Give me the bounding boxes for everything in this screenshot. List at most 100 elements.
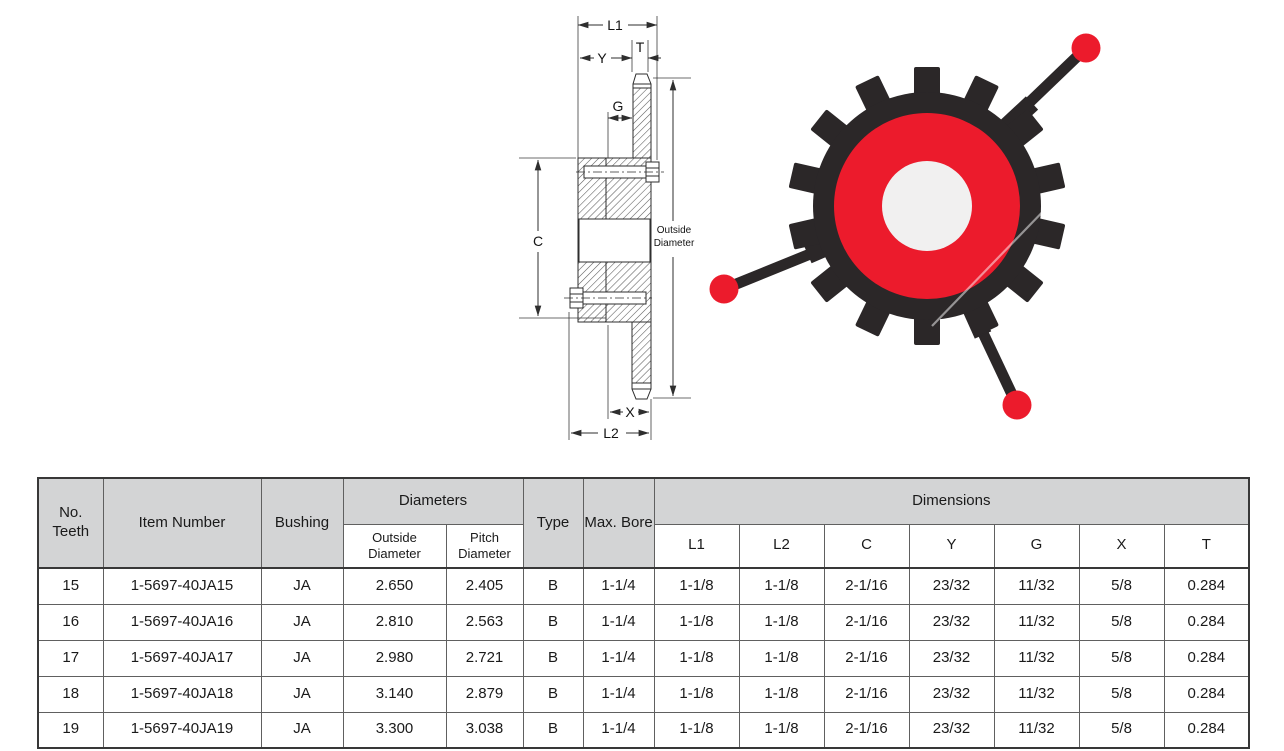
- cell-t: 0.284: [1163, 603, 1250, 641]
- dim-x: X: [609, 404, 650, 420]
- header-row-subcolumns: Outside Diameter Pitch Diameter L1 L2 C …: [38, 523, 1250, 569]
- col-header-t: T: [1163, 523, 1250, 569]
- cell-no-teeth: 17: [37, 639, 104, 677]
- handle-balls: [709, 33, 1101, 420]
- cell-type: B: [522, 567, 584, 605]
- cell-y: 23/32: [908, 567, 995, 605]
- cell-max-bore: 1-1/4: [582, 603, 655, 641]
- dim-label-outside: Outside: [657, 225, 692, 236]
- gear-bore: [882, 161, 972, 251]
- col-header-outside-diameter: Outside Diameter: [342, 523, 447, 569]
- cell-item-number: 1-5697-40JA19: [102, 711, 262, 749]
- cell-l1: 1-1/8: [653, 675, 740, 713]
- cell-l2: 1-1/8: [738, 639, 825, 677]
- cell-outside-diameter: 2.980: [342, 639, 447, 677]
- cell-no-teeth: 19: [37, 711, 104, 749]
- cell-bushing: JA: [260, 675, 344, 713]
- col-header-max-bore: Max. Bore: [582, 477, 655, 569]
- cell-g: 11/32: [993, 603, 1080, 641]
- cell-bushing: JA: [260, 603, 344, 641]
- cell-outside-diameter: 2.810: [342, 603, 447, 641]
- col-header-c: C: [823, 523, 910, 569]
- group-header-dimensions: Dimensions: [653, 477, 1250, 525]
- header-row-groups: No. Teeth Item Number Bushing Diameters …: [37, 477, 1250, 569]
- table-row: 18 1-5697-40JA18 JA 3.140 2.879 B 1-1/4 …: [37, 675, 1250, 713]
- cell-item-number: 1-5697-40JA15: [102, 567, 262, 605]
- cell-l1: 1-1/8: [653, 711, 740, 749]
- cell-l2: 1-1/8: [738, 711, 825, 749]
- col-header-x: X: [1078, 523, 1165, 569]
- dim-c: C: [533, 159, 543, 317]
- cell-x: 5/8: [1078, 603, 1165, 641]
- dim-y: Y: [579, 50, 633, 66]
- cell-no-teeth: 15: [37, 567, 104, 605]
- cell-pitch-diameter: 2.879: [445, 675, 524, 713]
- cell-type: B: [522, 603, 584, 641]
- cell-outside-diameter: 3.140: [342, 675, 447, 713]
- cell-l1: 1-1/8: [653, 639, 740, 677]
- spec-table: No. Teeth Item Number Bushing Diameters …: [37, 477, 1251, 749]
- cell-pitch-diameter: 3.038: [445, 711, 524, 749]
- cell-bushing: JA: [260, 711, 344, 749]
- cell-l2: 1-1/8: [738, 603, 825, 641]
- cell-type: B: [522, 639, 584, 677]
- cell-t: 0.284: [1163, 711, 1250, 749]
- table-row: 15 1-5697-40JA15 JA 2.650 2.405 B 1-1/4 …: [37, 567, 1250, 605]
- sprocket-product-image: [709, 33, 1101, 420]
- col-header-pitch-diameter: Pitch Diameter: [445, 523, 524, 569]
- cell-t: 0.284: [1163, 639, 1250, 677]
- dim-label-l2: L2: [603, 425, 619, 441]
- dim-label-t: T: [636, 39, 645, 55]
- cell-item-number: 1-5697-40JA16: [102, 603, 262, 641]
- top-tooth-tip: [632, 73, 652, 89]
- cell-no-teeth: 16: [37, 603, 104, 641]
- setscrew-bottom: [564, 287, 652, 309]
- cell-y: 23/32: [908, 711, 995, 749]
- bore-band: [578, 218, 651, 263]
- cell-outside-diameter: 3.300: [342, 711, 447, 749]
- cell-pitch-diameter: 2.563: [445, 603, 524, 641]
- col-header-no-teeth: No. Teeth: [37, 477, 104, 569]
- cell-g: 11/32: [993, 639, 1080, 677]
- cell-l2: 1-1/8: [738, 567, 825, 605]
- cell-max-bore: 1-1/4: [582, 711, 655, 749]
- cell-x: 5/8: [1078, 567, 1165, 605]
- cell-x: 5/8: [1078, 675, 1165, 713]
- bottom-tooth-tip: [631, 382, 652, 400]
- cell-y: 23/32: [908, 639, 995, 677]
- dim-label-y: Y: [597, 50, 607, 66]
- dim-t: T: [636, 39, 661, 62]
- cell-item-number: 1-5697-40JA18: [102, 675, 262, 713]
- table-row: 17 1-5697-40JA17 JA 2.980 2.721 B 1-1/4 …: [37, 639, 1250, 677]
- cell-g: 11/32: [993, 711, 1080, 749]
- col-header-bushing: Bushing: [260, 477, 344, 569]
- dim-label-diameter: Diameter: [654, 238, 695, 249]
- col-header-l2: L2: [738, 523, 825, 569]
- cell-y: 23/32: [908, 603, 995, 641]
- dim-l1: L1: [577, 17, 658, 33]
- sprocket-cross-section-drawing: L1 Y T G C Outside Diamete: [519, 16, 695, 441]
- cell-t: 0.284: [1163, 567, 1250, 605]
- cell-l1: 1-1/8: [653, 603, 740, 641]
- cell-outside-diameter: 2.650: [342, 567, 447, 605]
- dim-g: G: [607, 98, 633, 122]
- dim-l2: L2: [570, 425, 650, 441]
- cell-item-number: 1-5697-40JA17: [102, 639, 262, 677]
- dim-label-c: C: [533, 233, 543, 249]
- cell-bushing: JA: [260, 639, 344, 677]
- col-header-type: Type: [522, 477, 584, 569]
- cell-pitch-diameter: 2.721: [445, 639, 524, 677]
- cell-t: 0.284: [1163, 675, 1250, 713]
- col-header-y: Y: [908, 523, 995, 569]
- dim-label-g: G: [613, 98, 624, 114]
- cell-g: 11/32: [993, 675, 1080, 713]
- cell-max-bore: 1-1/4: [582, 639, 655, 677]
- table-row: 19 1-5697-40JA19 JA 3.300 3.038 B 1-1/4 …: [37, 711, 1250, 749]
- cell-pitch-diameter: 2.405: [445, 567, 524, 605]
- cell-c: 2-1/16: [823, 603, 910, 641]
- dim-label-l1: L1: [607, 17, 623, 33]
- cell-type: B: [522, 675, 584, 713]
- cell-l1: 1-1/8: [653, 567, 740, 605]
- cell-type: B: [522, 711, 584, 749]
- cell-l2: 1-1/8: [738, 675, 825, 713]
